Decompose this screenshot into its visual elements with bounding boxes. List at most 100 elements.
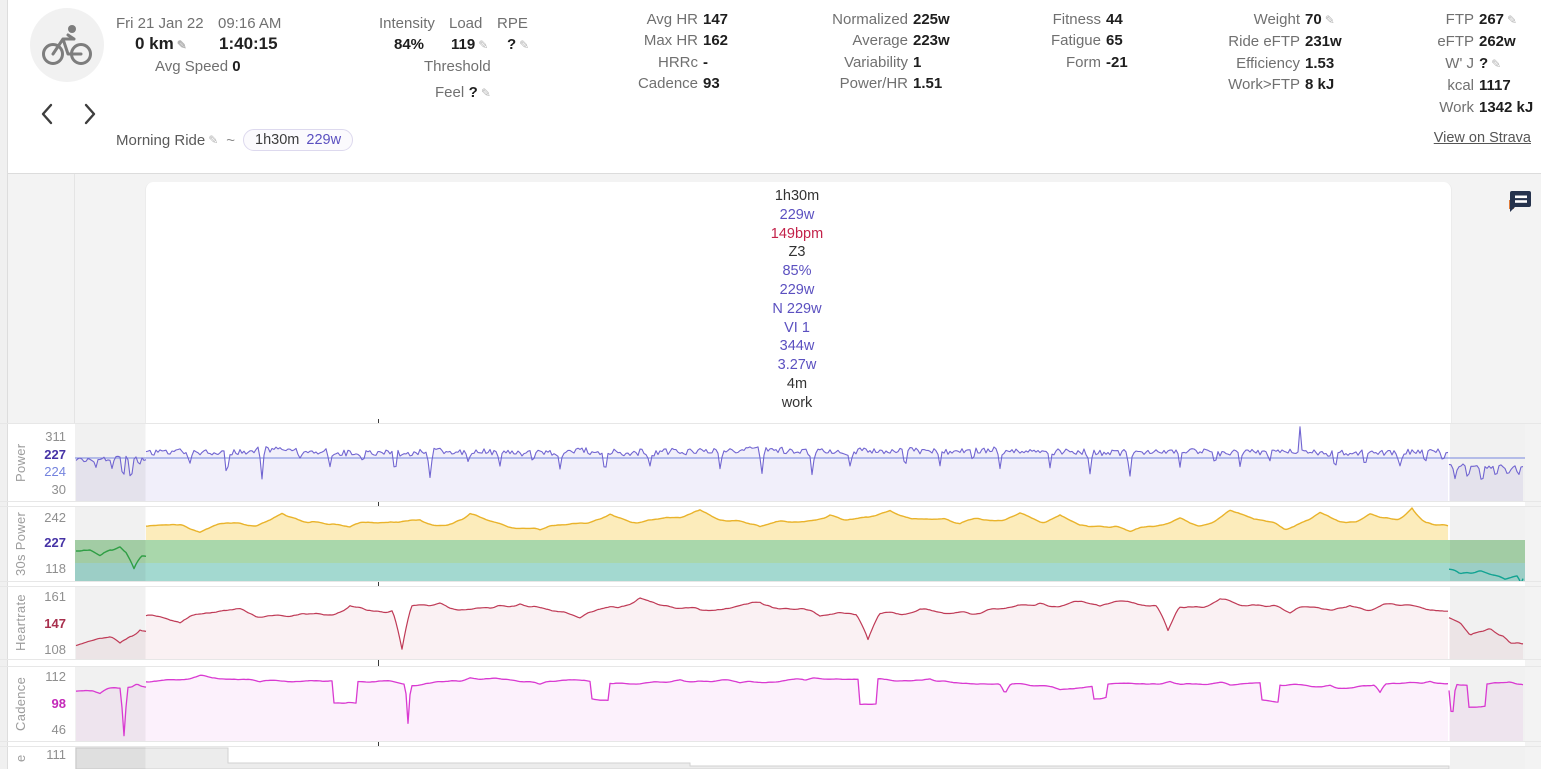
chart-label-power: Power [13, 443, 28, 482]
tick-power30s-242: 242 [44, 510, 66, 525]
stat-label: Normalized [832, 11, 908, 28]
stat-value: 262w [1479, 33, 1516, 51]
stat-label: Efficiency [1236, 54, 1300, 72]
activity-title-row: Morning Ride ✎ ~ 1h30m 229w [116, 127, 354, 153]
stat-label: Weight [1253, 11, 1300, 28]
comment-icon [1509, 191, 1531, 212]
weight-stats-group: Weight 70 ✎ Ride eFTP 231w Efficiency 1.53 Work… [1188, 9, 1342, 96]
stat-label: HRRc [658, 53, 698, 71]
chart-row-border [0, 659, 1541, 660]
stat-value: 162 [703, 32, 729, 50]
chart-power30s[interactable] [75, 507, 1525, 581]
stat-row: Weight 70 ✎ [1188, 9, 1342, 31]
edit-load-icon[interactable]: ✎ [478, 38, 489, 52]
tooltip-line: 344w [779, 338, 815, 355]
stat-row: Fitness 44 [1018, 9, 1128, 30]
comment-button[interactable] [1504, 188, 1534, 216]
intensity-value: 84% [394, 36, 425, 53]
tilde-separator: ~ [226, 131, 236, 149]
load-label: Load [449, 15, 483, 32]
stat-row: Average 223w [798, 30, 950, 51]
edit-title-icon[interactable]: ✎ [208, 133, 219, 147]
stat-row: Work 1342 kJ [1398, 97, 1533, 118]
chart-right-margin [1525, 174, 1541, 769]
stat-value: 225w [913, 11, 950, 28]
avatar[interactable] [30, 8, 104, 82]
avg-speed: Avg Speed 0 [155, 58, 241, 75]
edit-rpe-icon[interactable]: ✎ [519, 38, 530, 52]
edit-distance-icon[interactable]: ✎ [176, 38, 187, 52]
stat-row: Cadence 93 [608, 73, 728, 94]
stat-value: 1.51 [913, 75, 943, 93]
stat-row: Form -21 [1018, 52, 1128, 73]
tooltip-line: 149bpm [770, 225, 824, 242]
stat-row: Efficiency 1.53 [1188, 53, 1342, 74]
chart-label-heartrate: Heartrate [13, 594, 28, 652]
distance-value: 0 km ✎ [135, 34, 187, 53]
stat-value: 231w [1305, 33, 1342, 51]
stat-value: 65 [1106, 32, 1123, 50]
tick-cadence-112: 112 [45, 669, 66, 684]
axis-divider [74, 174, 75, 424]
stat-value: 93 [703, 75, 720, 93]
interval-summary-pill[interactable]: 1h30m 229w [243, 129, 354, 151]
tick-cadence-46: 46 [51, 722, 66, 737]
tick-power-227: 227 [44, 447, 66, 462]
duration-value: 1:40:15 [219, 34, 278, 53]
power-stats-group: Normalized 225w Average 223w Variability 1 Pow… [798, 9, 950, 95]
stat-value: 267 [1479, 11, 1505, 28]
stat-value: 223w [913, 32, 950, 50]
stat-row: FTP 267 ✎ [1398, 9, 1533, 31]
stat-row: Power/HR 1.51 [798, 73, 950, 94]
tooltip-line: N 229w [772, 300, 822, 317]
stat-label: W' J [1445, 54, 1474, 72]
stat-label: kcal [1447, 77, 1474, 95]
stat-label: Average [852, 32, 908, 50]
chart-heartrate[interactable] [75, 587, 1525, 659]
tick-heartrate-161: 161 [44, 589, 66, 604]
stat-label: FTP [1445, 11, 1474, 28]
stat-label: Fitness [1052, 11, 1101, 28]
stat-value: 1117 [1479, 77, 1511, 95]
edit-icon[interactable]: ✎ [1491, 56, 1502, 71]
view-on-strava-link[interactable]: View on Strava [1433, 130, 1531, 146]
edit-icon[interactable]: ✎ [1507, 13, 1518, 27]
prev-activity-button[interactable] [38, 103, 62, 127]
stat-label: Max HR [643, 32, 698, 50]
edit-icon[interactable]: ✎ [1324, 13, 1335, 27]
tick-torque-111: 111 [46, 747, 66, 762]
stat-row: Max HR 162 [608, 30, 728, 51]
stat-value: 70 [1305, 11, 1322, 28]
chart-power[interactable] [75, 424, 1525, 501]
pill-duration: 1h30m [255, 132, 300, 148]
stat-value: 1.53 [1305, 54, 1335, 72]
chevron-right-icon [84, 103, 96, 125]
selected-interval-region[interactable] [145, 182, 1452, 424]
stat-row: eFTP 262w [1398, 31, 1533, 52]
chart-torque[interactable] [75, 747, 1525, 769]
stat-row: Work>FTP 8 kJ [1188, 74, 1342, 95]
tooltip-line: 4m [786, 375, 808, 392]
stat-row: Avg HR 147 [608, 9, 728, 30]
chart-cadence[interactable] [75, 667, 1525, 741]
tooltip-line: 229w [779, 206, 815, 223]
tick-power-224: 224 [44, 464, 66, 479]
tick-power-30: 30 [51, 482, 66, 497]
load-value: 119 ✎ [451, 36, 489, 53]
activity-title: Morning Ride [116, 131, 206, 149]
chart-row-border [0, 501, 1541, 502]
stat-value: 44 [1106, 11, 1123, 28]
stat-value: -21 [1106, 53, 1128, 71]
tooltip-line: Z3 [788, 244, 806, 261]
stat-row: W' J? ✎ [1398, 53, 1533, 75]
edit-feel-icon[interactable]: ✎ [480, 86, 491, 100]
chevron-left-icon [41, 103, 53, 125]
tick-heartrate-147: 147 [44, 616, 66, 631]
next-activity-button[interactable] [79, 103, 103, 127]
chart-label-torque: e [13, 754, 28, 762]
tooltip-line: 3.27w [777, 357, 817, 374]
tick-power30s-227: 227 [44, 535, 66, 550]
threshold-label: Threshold [424, 58, 491, 75]
pill-power: 229w [306, 132, 342, 148]
